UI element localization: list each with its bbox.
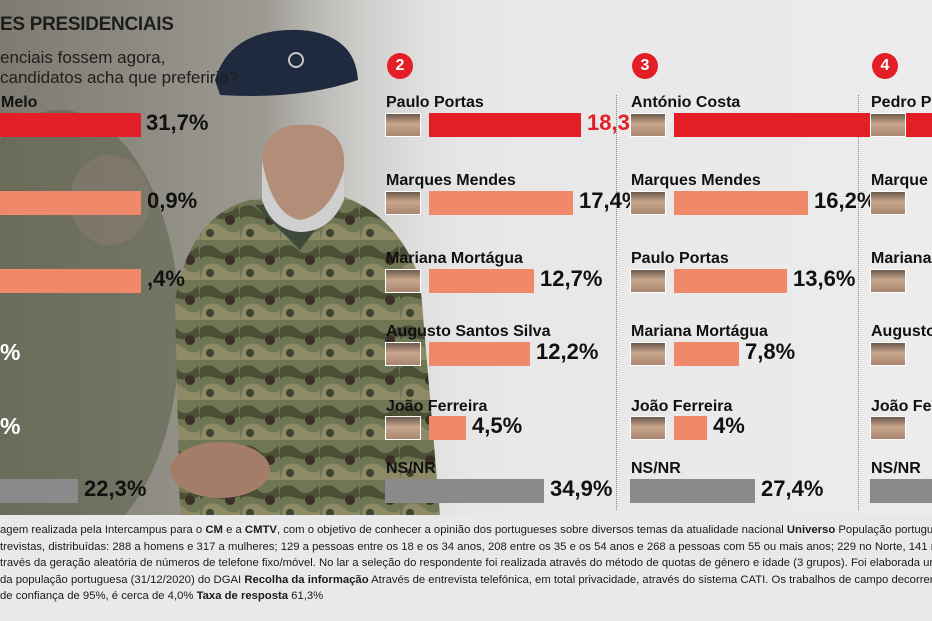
question-line-2: candidatos acha que preferiria? [0,68,239,87]
military-officer-photo [0,0,480,515]
result-bar [674,416,707,440]
infographic: ES PRESIDENCIAIS enciais fossem agora, c… [0,0,932,515]
result-value: ,4% [147,266,185,291]
candidate-name: Marques Mendes [631,172,761,189]
candidate-name: João Fer [871,398,932,415]
candidate-name: Augusto Santos Silva [386,323,551,340]
result-value: 12,2% [536,339,599,364]
question-line-1: enciais fossem agora, [0,48,166,67]
candidate-photo [630,342,666,366]
panel-divider [858,95,859,510]
candidate-name: João Ferreira [386,398,488,415]
candidate-photo [870,416,906,440]
result-bar [429,342,530,366]
candidate-photo [385,191,421,215]
candidate-photo [385,113,421,137]
result-value: 4,5% [472,413,523,438]
candidate-photo [870,342,906,366]
candidate-photo [630,113,666,137]
result-bar [674,342,739,366]
candidate-name: Melo [1,94,38,111]
result-value: 12,7% [540,266,603,291]
result-value: 13,6% [793,266,856,291]
candidate-photo [630,191,666,215]
result-value: 31,7% [146,110,209,135]
panel-divider [616,95,617,510]
nsnr-bar [630,479,755,503]
result-value: % [0,339,21,365]
result-bar [0,191,141,215]
candidate-name: Mariana Mortágua [631,323,768,340]
candidate-photo [870,191,906,215]
candidate-name: Mariana [871,250,932,267]
candidate-photo [870,269,906,293]
nsnr-value: 27,4% [761,476,824,501]
candidate-photo [385,342,421,366]
result-value: % [0,413,21,439]
candidate-name: Marques Mendes [386,172,516,189]
footnote-line-3: través da geração aleatória de números d… [0,557,932,569]
result-value: 4% [713,413,745,438]
result-bar [674,191,808,215]
result-bar [0,269,141,293]
nsnr-bar [0,479,78,503]
result-bar [0,113,141,137]
scenario-badge: 3 [632,53,658,79]
candidate-name: António Costa [631,94,741,111]
nsnr-bar [385,479,544,503]
result-bar [429,269,534,293]
footnote-line-2: trevistas, distribuídas: 288 a homens e … [0,540,932,553]
chart-title: ES PRESIDENCIAIS [0,14,174,35]
nsnr-label: NS/NR [631,460,681,477]
footnote-line-4: da população portuguesa (31/12/2020) do … [0,573,932,586]
result-value: 0,9% [147,188,198,213]
candidate-name: João Ferreira [631,398,733,415]
result-value: 16,2% [814,188,877,213]
result-bar [429,416,466,440]
candidate-name: Marque [871,172,928,189]
result-bar [429,191,573,215]
candidate-name: Mariana Mortágua [386,250,523,267]
result-value: 7,8% [745,339,796,364]
nsnr-label: NS/NR [871,460,921,477]
methodology-footnote: agem realizada pela Intercampus para o C… [0,522,932,605]
result-bar [674,269,787,293]
candidate-name: Paulo Portas [386,94,484,111]
candidate-photo [385,416,421,440]
nsnr-bar [870,479,932,503]
candidate-name: Paulo Portas [631,250,729,267]
scenario-badge: 4 [872,53,898,79]
candidate-name: Pedro Pa [871,94,932,111]
candidate-photo [630,269,666,293]
nsnr-value: 34,9% [550,476,613,501]
scenario-badge: 2 [387,53,413,79]
result-bar [429,113,581,137]
candidate-photo [385,269,421,293]
footnote-line-5: de confiança de 95%, é cerca de 4,0% Tax… [0,590,324,602]
nsnr-label: NS/NR [386,460,436,477]
footnote-line-1: agem realizada pela Intercampus para o C… [0,524,932,536]
candidate-photo [630,416,666,440]
candidate-photo [870,113,906,137]
candidate-name: Augusto [871,323,932,340]
nsnr-value: 22,3% [84,476,147,501]
